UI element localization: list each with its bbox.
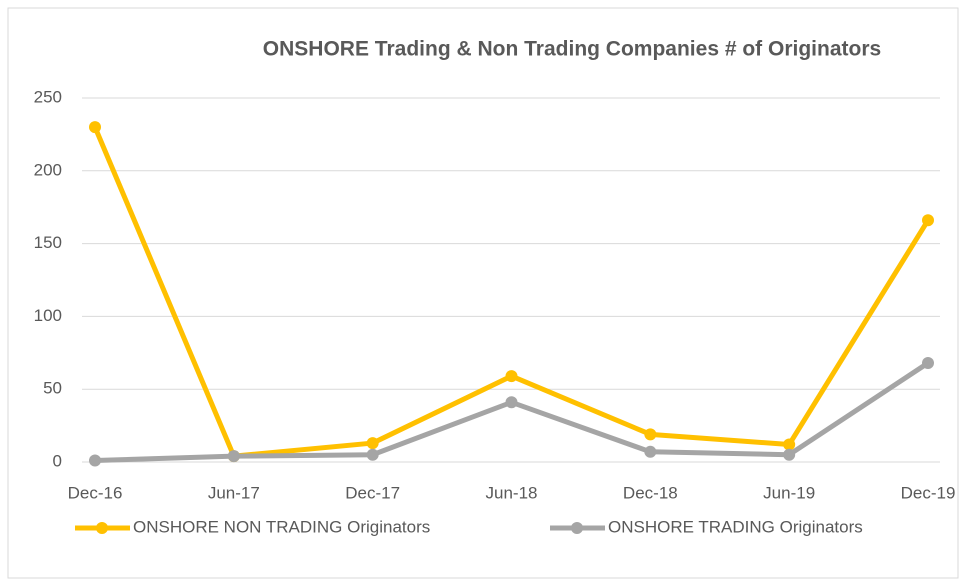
x-tick-label: Jun-18 xyxy=(486,483,538,502)
legend-marker xyxy=(96,522,108,534)
y-tick-label: 50 xyxy=(43,379,62,398)
x-tick-label: Dec-17 xyxy=(345,483,400,502)
data-point xyxy=(644,445,657,458)
legend-label: ONSHORE TRADING Originators xyxy=(608,517,863,536)
x-tick-label: Jun-17 xyxy=(208,483,260,502)
data-point xyxy=(644,428,657,441)
x-tick-label: Dec-19 xyxy=(901,483,956,502)
data-point xyxy=(505,370,518,383)
y-tick-label: 100 xyxy=(34,306,62,325)
y-tick-label: 200 xyxy=(34,160,62,179)
y-tick-label: 0 xyxy=(53,451,62,470)
data-point xyxy=(366,448,379,461)
data-point xyxy=(89,121,101,134)
data-point xyxy=(922,356,934,369)
x-tick-label: Dec-18 xyxy=(623,483,678,502)
x-tick-label: Dec-16 xyxy=(68,483,123,502)
legend-label: ONSHORE NON TRADING Originators xyxy=(133,517,430,536)
legend-marker xyxy=(571,522,583,534)
data-point xyxy=(366,437,379,450)
x-tick-label: Jun-19 xyxy=(763,483,815,502)
data-point xyxy=(783,438,796,451)
chart-title: ONSHORE Trading & Non Trading Companies … xyxy=(263,38,881,61)
data-point xyxy=(227,450,240,463)
data-point xyxy=(505,396,518,409)
data-point xyxy=(922,214,934,227)
data-point xyxy=(89,454,101,467)
y-tick-label: 150 xyxy=(34,233,62,252)
chart-frame xyxy=(7,7,959,579)
y-tick-label: 250 xyxy=(34,87,62,106)
data-point xyxy=(783,448,796,461)
